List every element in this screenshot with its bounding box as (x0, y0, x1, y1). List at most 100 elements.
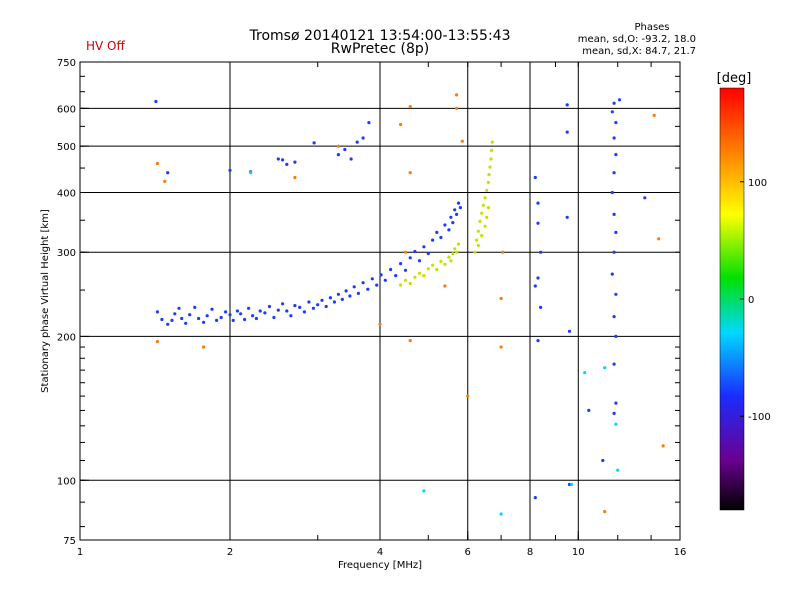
data-point (367, 121, 371, 125)
data-point (254, 316, 258, 321)
y-tick-label: 400 (57, 188, 76, 199)
data-point (488, 165, 492, 169)
data-point (455, 106, 459, 110)
data-point (643, 196, 647, 200)
data-point (610, 110, 614, 114)
data-point (456, 242, 461, 246)
y-tick-label: 600 (57, 104, 76, 115)
data-point (263, 311, 267, 315)
data-point (413, 249, 417, 254)
data-points (154, 93, 665, 516)
data-point (536, 201, 540, 205)
grid-lines (80, 62, 680, 540)
colorbar-ticks: -100 0 100 (740, 178, 771, 423)
data-point (652, 113, 656, 117)
data-point (375, 283, 379, 287)
data-point (293, 175, 297, 180)
data-point (565, 103, 569, 107)
data-point (536, 339, 540, 343)
data-point (235, 309, 239, 313)
data-point (533, 496, 537, 500)
data-point (403, 250, 408, 254)
data-point (155, 340, 159, 344)
data-point (612, 101, 616, 105)
data-point (160, 317, 164, 322)
data-point (458, 206, 462, 210)
data-point (603, 366, 607, 370)
colorbar-tick-label: 100 (748, 178, 767, 189)
data-point (361, 136, 365, 140)
data-point (243, 317, 247, 322)
phases-o: mean, sd,O: -93.2, 18.0 (578, 34, 696, 45)
x-tick-label: 10 (572, 547, 585, 558)
data-point (336, 153, 340, 157)
data-point (490, 148, 494, 152)
data-point (614, 292, 618, 296)
data-point (612, 136, 616, 140)
data-point (612, 362, 616, 366)
data-point (455, 93, 459, 97)
data-point (417, 259, 422, 263)
data-point (610, 190, 614, 195)
data-point (155, 161, 159, 166)
y-tick-label: 100 (57, 476, 76, 487)
data-point (499, 296, 503, 301)
data-point (616, 468, 620, 472)
phases-x: mean, sd,X: 84.7, 21.7 (582, 46, 696, 57)
data-point (567, 329, 572, 333)
data-point (370, 277, 374, 281)
x-tick-label: 8 (527, 547, 533, 558)
data-point (413, 275, 417, 279)
data-point (231, 318, 235, 322)
data-point (612, 250, 616, 254)
data-point (202, 320, 206, 324)
data-point (451, 252, 455, 256)
data-point (536, 221, 540, 225)
data-point (439, 235, 443, 240)
data-point (614, 334, 618, 338)
data-point (267, 304, 272, 309)
data-point (293, 304, 297, 308)
data-point (188, 313, 192, 317)
data-point (361, 281, 365, 285)
data-point (533, 175, 537, 180)
data-point (614, 401, 618, 405)
data-point (431, 263, 435, 267)
data-point (332, 300, 336, 304)
data-point (451, 221, 455, 225)
data-point (239, 312, 243, 316)
data-point (490, 140, 494, 144)
data-point (499, 512, 503, 516)
data-point (603, 510, 607, 514)
data-point (285, 309, 289, 313)
data-point (177, 306, 181, 310)
data-point (170, 318, 174, 322)
data-point (443, 262, 447, 266)
colorbar-tick-label: -100 (748, 412, 771, 423)
data-point (155, 310, 159, 314)
data-point (251, 314, 255, 318)
data-point (328, 296, 332, 300)
data-point (316, 303, 320, 307)
data-point (272, 315, 276, 320)
data-point (657, 237, 661, 241)
plot-frame (79, 61, 681, 541)
data-point (210, 307, 214, 311)
x-tick-label: 6 (465, 547, 471, 558)
data-point (612, 315, 616, 319)
data-point (487, 173, 491, 177)
data-point (480, 211, 484, 215)
data-point (453, 247, 457, 251)
data-point (539, 250, 543, 254)
data-point (536, 276, 540, 280)
data-point (435, 230, 439, 234)
chart-title-line1: Tromsø 20140121 13:54:00-13:55:43 (249, 28, 511, 44)
data-point (399, 262, 403, 266)
data-point (224, 310, 228, 314)
data-point (476, 243, 480, 247)
data-point (422, 245, 426, 249)
data-point (276, 308, 280, 312)
data-point (485, 188, 489, 192)
data-point (614, 153, 618, 157)
